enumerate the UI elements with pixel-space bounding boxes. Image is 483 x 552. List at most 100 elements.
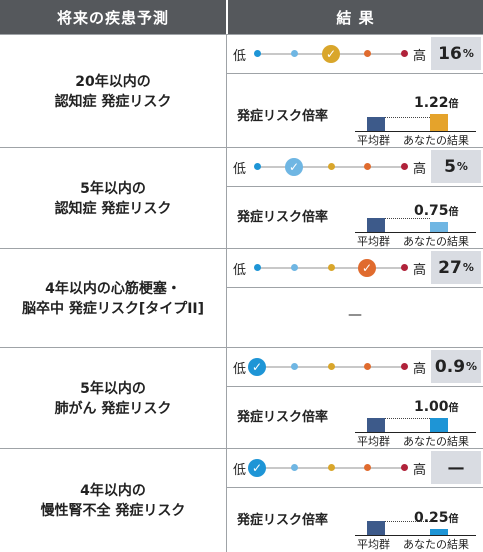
chart-axis [355,432,476,433]
risk-scale: 低 高 ✓ 16% [227,35,483,73]
reference-line [385,117,430,118]
column-divider [226,449,227,552]
average-bar [367,521,385,535]
disease-title-line1: 4年以内の心筋梗塞・ [45,280,181,297]
scale-dot [253,163,261,170]
result-cell: 低 高 ✓ 16% 発症リスク倍率 1.22倍 平均群 あなたの結果 [227,35,483,148]
column-divider [226,148,227,249]
check-icon: ✓ [358,259,376,277]
result-cell: 低 高 ✓ — 発症リスク倍率 0.25倍 平均群 あなたの結果 [227,449,483,552]
risk-percentage: 0.9% [431,350,481,383]
result-cell: 低 高 ✓ 0.9% 発症リスク倍率 1.00倍 平均群 あなたの結果 [227,348,483,449]
scale-dot [400,464,408,471]
column-divider [226,348,227,449]
risk-scale: 低 高 ✓ 5% [227,148,483,186]
disease-title-line1: 20年以内の [75,73,151,90]
result-row: 4年以内の心筋梗塞・ 脳卒中 発症リスク[タイプII] 低 高 ✓ 27% — [0,248,483,348]
header-result: 結 果 [228,0,483,34]
scale-dot [363,163,371,170]
disease-title-line2: 脳卒中 発症リスク[タイプII] [21,300,205,317]
disease-title: 20年以内の 認知症 発症リスク [0,35,226,148]
risk-percentage-value: 16 [438,43,462,64]
tick-label-average: 平均群 [357,235,390,248]
scale-dot [290,363,298,370]
result-row: 5年以内の 肺がん 発症リスク低高 ✓ 0.9% 発症リスク倍率 1.00倍 平均群 あなたの… [0,347,483,449]
scale-low-label: 低 [233,49,247,64]
scale-high-label: 高 [413,263,427,278]
risk-percentage-unit: % [462,47,474,60]
ratio-value: 1.22倍 [414,95,459,111]
ratio-chart: 発症リスク倍率 0.75倍平均群 あなたの結果 [227,186,483,249]
disease-title-line2: 慢性腎不全 発症リスク [40,502,186,519]
ratio-value: 0.75倍 [414,203,459,219]
ratio-unit: 倍 [448,98,459,110]
scale-dot [327,264,335,271]
scale-dot [400,50,408,57]
risk-percentage-unit: % [466,360,478,373]
ratio-unit: 倍 [448,514,459,525]
chart-label: 発症リスク倍率 [237,410,329,425]
disease-title: 5年以内の肺がん 発症リスク [0,348,226,449]
scale-dot [253,50,261,57]
risk-percentage-value: — [447,457,465,478]
chart-axis [355,535,476,536]
tick-label-yours: あなたの結果 [403,538,469,551]
disease-title-line1: 4年以内の [80,482,146,499]
risk-scale: 低 高 ✓ 0.9% [227,348,483,386]
disease-title: 5年以内の認知症 発症リスク [0,148,226,249]
scale-dot [363,50,371,57]
disease-title-line1: 5年以内の [80,380,146,397]
scale-dot [290,50,298,57]
ratio-number: 0.75 [414,202,449,219]
disease-title-line2: 認知症 発症リスク [54,200,172,217]
result-row: 20年以内の 認知症 発症リスク低高 ✓ 16% 発症リスク倍率 1.22倍 平均群 あなたの… [0,34,483,148]
risk-percentage-value: 0.9 [434,356,466,377]
column-divider [226,249,227,348]
scale-dot [363,363,371,370]
header-disease-prediction: 将来の疾患予測 [0,0,226,34]
disease-title-line2: 肺がん 発症リスク [54,400,172,417]
scale-dot [253,264,261,271]
result-row: 5年以内の 認知症 発症リスク低高 ✓ 5% 発症リスク倍率 0.75倍 平均群 あなたの結果 [0,147,483,249]
scale-high-label: 高 [413,162,427,177]
ratio-number: 1.00 [414,399,449,415]
tick-label-yours: あなたの結果 [403,134,469,147]
ratio-unit: 倍 [448,403,459,414]
risk-scale: 低 高 ✓ — [227,449,483,487]
ratio-number: 1.22 [414,94,449,111]
scale-dot [327,464,335,471]
risk-percentage: — [431,451,481,484]
chart-label: 発症リスク倍率 [237,210,329,225]
disease-title: 4年以内の慢性腎不全 発症リスク [0,449,226,552]
average-bar [367,418,385,432]
reference-line [385,218,430,219]
chart-axis [355,232,476,233]
scale-high-label: 高 [413,49,427,64]
chart-label: 発症リスク倍率 [237,513,329,528]
scale-high-label: 高 [413,463,427,478]
scale-low-label: 低 [233,463,247,478]
no-data-dash: — [348,306,362,323]
scale-dot [290,464,298,471]
your-result-bar [430,418,448,432]
your-result-bar [430,113,448,131]
check-icon: ✓ [322,45,340,63]
scale-dot [290,264,298,271]
ratio-value: 0.25倍 [414,510,459,526]
disease-title-line1: 5年以内の [80,180,146,197]
average-bar [367,218,385,232]
column-divider [226,35,227,148]
tick-label-average: 平均群 [357,538,390,551]
risk-percentage: 16% [431,37,481,70]
scale-dot [363,464,371,471]
your-result-bar [430,529,448,535]
tick-label-yours: あなたの結果 [403,235,469,248]
tick-label-average: 平均群 [357,134,390,147]
risk-percentage: 27% [431,251,481,284]
ratio-number: 0.25 [414,510,449,526]
your-result-bar [430,221,448,232]
risk-percentage-value: 27 [438,257,462,278]
scale-low-label: 低 [233,362,247,377]
ratio-unit: 倍 [448,206,459,218]
result-cell: 低 高 ✓ 27% — [227,249,483,348]
